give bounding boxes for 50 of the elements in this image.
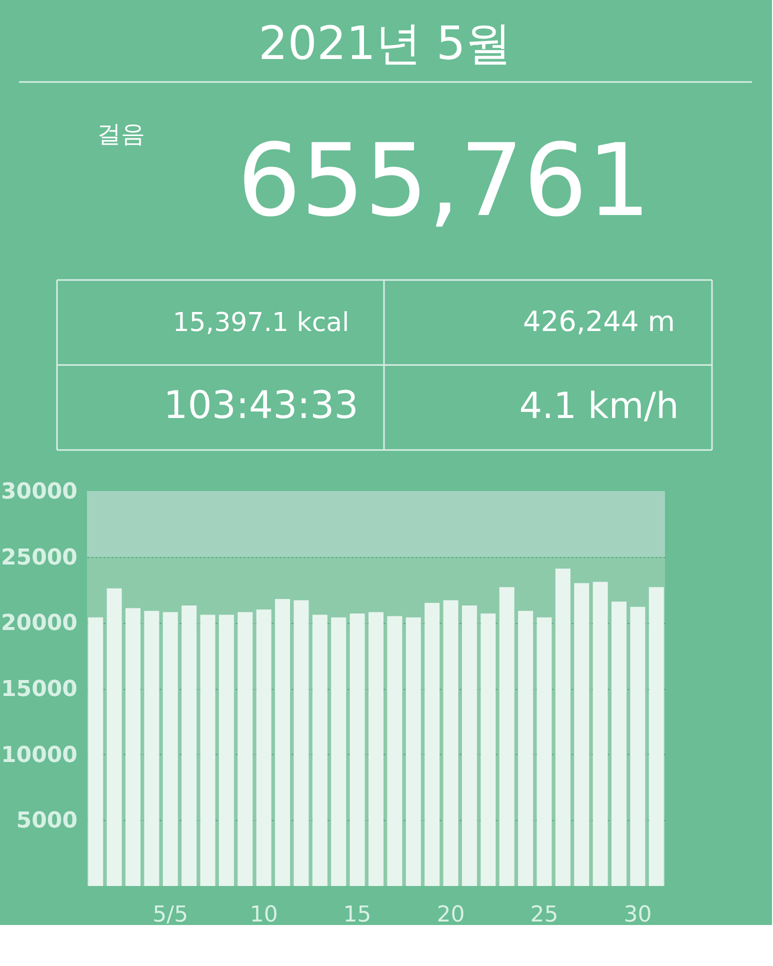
bar bbox=[88, 617, 104, 886]
y-tick-label: 5000 bbox=[16, 808, 78, 834]
bar bbox=[536, 617, 552, 886]
bar bbox=[218, 614, 234, 886]
bar bbox=[518, 610, 534, 886]
x-tick-label: 15 bbox=[343, 902, 372, 928]
bar bbox=[182, 606, 197, 886]
bar bbox=[275, 598, 290, 886]
bar bbox=[368, 612, 384, 886]
bar bbox=[648, 587, 664, 886]
y-tick-label: 15000 bbox=[0, 677, 78, 702]
y-tick-label: 10000 bbox=[0, 742, 78, 768]
bar bbox=[480, 613, 496, 886]
bar bbox=[406, 617, 421, 886]
bar bbox=[612, 602, 627, 886]
x-tick-label: 30 bbox=[624, 902, 652, 928]
chart-title: 2021년 5월 bbox=[258, 16, 512, 70]
text: 걸음 bbox=[97, 120, 145, 148]
y-tick-label: 30000 bbox=[0, 480, 78, 504]
bar bbox=[144, 610, 160, 886]
bar bbox=[462, 606, 477, 886]
text: 655,761 bbox=[237, 122, 651, 239]
text: 4.1 km/h bbox=[519, 386, 679, 427]
bar bbox=[574, 583, 590, 886]
bar bbox=[238, 612, 253, 886]
bar bbox=[106, 588, 122, 886]
bar bbox=[256, 610, 272, 886]
bar bbox=[350, 613, 365, 886]
x-tick-label: 5/5 bbox=[152, 902, 188, 928]
y-tick-label: 20000 bbox=[0, 611, 78, 636]
bar bbox=[125, 608, 140, 886]
y-tick-label: 25000 bbox=[0, 545, 78, 570]
bar bbox=[312, 614, 328, 886]
x-tick-label: 25 bbox=[530, 902, 558, 928]
text: 15,397.1 kcal bbox=[172, 308, 350, 338]
bar bbox=[592, 582, 608, 886]
bar bbox=[499, 587, 514, 886]
bar bbox=[443, 600, 458, 886]
x-tick-label: 10 bbox=[250, 902, 278, 928]
bar bbox=[294, 600, 309, 886]
text: 103:43:33 bbox=[164, 383, 358, 427]
bar bbox=[424, 602, 440, 886]
bar bbox=[555, 568, 570, 886]
bar bbox=[630, 606, 646, 886]
bar bbox=[387, 616, 402, 886]
bar bbox=[331, 617, 346, 886]
x-tick-label: 20 bbox=[436, 902, 465, 928]
bar bbox=[162, 612, 178, 886]
text: 426,244 m bbox=[523, 305, 675, 338]
bar bbox=[200, 614, 216, 886]
